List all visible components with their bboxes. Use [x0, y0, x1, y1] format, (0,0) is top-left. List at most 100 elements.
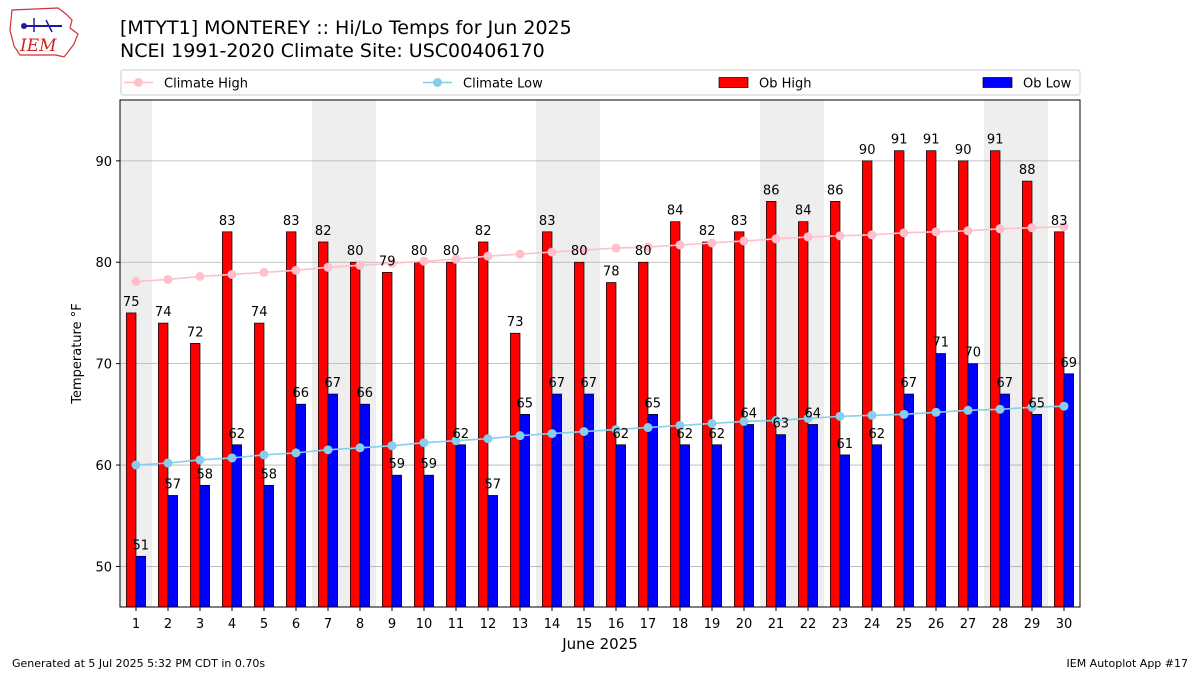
bar-ob-high-day-9 [382, 272, 393, 608]
label-ob-low-day-14: 67 [549, 376, 566, 391]
x-tick-label-14: 14 [544, 617, 561, 632]
x-tick-label-7: 7 [324, 617, 332, 632]
climate-high-point-day-5 [259, 267, 269, 277]
label-ob-low-day-22: 64 [805, 406, 822, 421]
label-ob-high-day-20: 83 [731, 214, 748, 229]
bar-ob-high-day-12 [478, 241, 489, 608]
climate-low-point-day-11 [451, 436, 461, 446]
climate-high-point-day-8 [355, 260, 365, 270]
legend-ob-high-label: Ob High [759, 77, 812, 92]
climate-low-point-day-7 [323, 445, 333, 455]
climate-high-point-day-4 [227, 269, 237, 279]
climate-high-point-day-30 [1059, 222, 1069, 232]
label-ob-high-day-11: 80 [443, 244, 460, 259]
legend-ob-low-label: Ob Low [1023, 77, 1072, 92]
bar-ob-low-day-11 [455, 444, 466, 608]
label-ob-low-day-3: 58 [197, 467, 214, 482]
bar-ob-high-day-13 [510, 332, 521, 608]
climate-high-point-day-3 [195, 271, 205, 281]
y-tick-label-60: 60 [95, 459, 112, 474]
climate-low-point-day-6 [291, 448, 301, 458]
x-tick-label-9: 9 [388, 617, 396, 632]
climate-high-point-day-13 [515, 249, 525, 259]
label-ob-high-day-14: 83 [539, 214, 556, 229]
climate-low-point-day-21 [771, 415, 781, 425]
x-tick-label-3: 3 [196, 617, 204, 632]
x-tick-label-11: 11 [448, 617, 465, 632]
x-tick-label-1: 1 [132, 617, 140, 632]
bar-ob-high-day-8 [350, 261, 361, 608]
bar-ob-low-day-13 [519, 413, 530, 608]
bar-ob-low-day-23 [839, 454, 850, 608]
bar-ob-high-day-6 [286, 231, 297, 608]
climate-low-point-day-30 [1059, 401, 1069, 411]
label-ob-high-day-30: 83 [1051, 214, 1068, 229]
label-ob-low-day-23: 61 [837, 437, 854, 452]
iem-logo: IEM [9, 7, 79, 58]
label-ob-high-day-6: 83 [283, 214, 300, 229]
x-tick-label-13: 13 [512, 617, 529, 632]
climate-high-point-day-24 [867, 230, 877, 240]
x-tick-label-4: 4 [228, 617, 236, 632]
bar-ob-high-day-26 [926, 150, 937, 608]
bar-ob-low-day-20 [743, 424, 754, 608]
label-ob-high-day-3: 72 [187, 325, 204, 340]
climate-low-point-day-9 [387, 441, 397, 451]
climate-low-point-day-2 [163, 458, 173, 468]
y-tick-label-50: 50 [95, 560, 112, 575]
label-ob-high-day-10: 80 [411, 244, 428, 259]
label-ob-low-day-18: 62 [677, 427, 694, 442]
label-ob-low-day-5: 58 [261, 467, 278, 482]
bar-ob-low-day-16 [615, 444, 626, 608]
climate-high-point-day-22 [803, 232, 813, 242]
label-ob-low-day-11: 62 [453, 427, 470, 442]
x-axis-label: June 2025 [561, 635, 638, 653]
label-ob-high-day-21: 86 [763, 183, 780, 198]
bar-ob-high-day-18 [670, 221, 681, 608]
label-ob-low-day-27: 70 [965, 346, 982, 361]
climate-high-point-day-9 [387, 258, 397, 268]
label-ob-low-day-20: 64 [741, 406, 758, 421]
app-footer: IEM Autoplot App #17 [1066, 657, 1189, 670]
label-ob-low-day-25: 67 [901, 376, 918, 391]
y-tick-label-90: 90 [95, 155, 112, 170]
climate-low-point-day-23 [835, 411, 845, 421]
label-ob-high-day-9: 79 [379, 254, 396, 269]
climate-low-point-day-19 [707, 418, 717, 428]
legend-ob-high-swatch [718, 77, 749, 88]
climate-low-point-day-1 [131, 460, 141, 470]
label-ob-high-day-28: 91 [987, 133, 1004, 148]
x-tick-label-17: 17 [640, 617, 657, 632]
climate-high-point-day-27 [963, 226, 973, 236]
label-ob-high-day-29: 88 [1019, 163, 1036, 178]
climate-high-point-day-2 [163, 274, 173, 284]
label-ob-low-day-15: 67 [581, 376, 598, 391]
x-tick-label-18: 18 [672, 617, 689, 632]
bar-ob-high-day-7 [318, 241, 329, 608]
bar-ob-low-day-14 [551, 393, 562, 608]
label-ob-low-day-21: 63 [773, 417, 790, 432]
logo-text: IEM [19, 36, 57, 56]
climate-high-point-day-28 [995, 224, 1005, 234]
label-ob-low-day-1: 51 [133, 538, 150, 553]
climate-low-point-day-16 [611, 425, 621, 435]
label-ob-high-day-2: 74 [155, 305, 172, 320]
x-tick-label-21: 21 [768, 617, 785, 632]
climate-high-point-day-7 [323, 262, 333, 272]
climate-low-point-day-14 [547, 429, 557, 439]
plot-frame [119, 99, 1081, 608]
label-ob-high-day-27: 90 [955, 143, 972, 158]
bar-ob-low-day-12 [487, 495, 498, 608]
x-tick-label-20: 20 [736, 617, 753, 632]
bar-ob-low-day-9 [391, 474, 402, 608]
y-axis-label: Temperature °F [70, 303, 85, 404]
label-ob-high-day-15: 80 [571, 244, 588, 259]
label-ob-low-day-30: 69 [1061, 356, 1078, 371]
climate-low-line [135, 405, 1065, 466]
x-tick-label-2: 2 [164, 617, 172, 632]
label-ob-low-day-24: 62 [869, 427, 886, 442]
bar-ob-low-day-25 [903, 393, 914, 608]
climate-high-point-day-29 [1027, 223, 1037, 233]
bar-ob-low-day-4 [231, 444, 242, 608]
climate-high-point-day-17 [643, 242, 653, 252]
